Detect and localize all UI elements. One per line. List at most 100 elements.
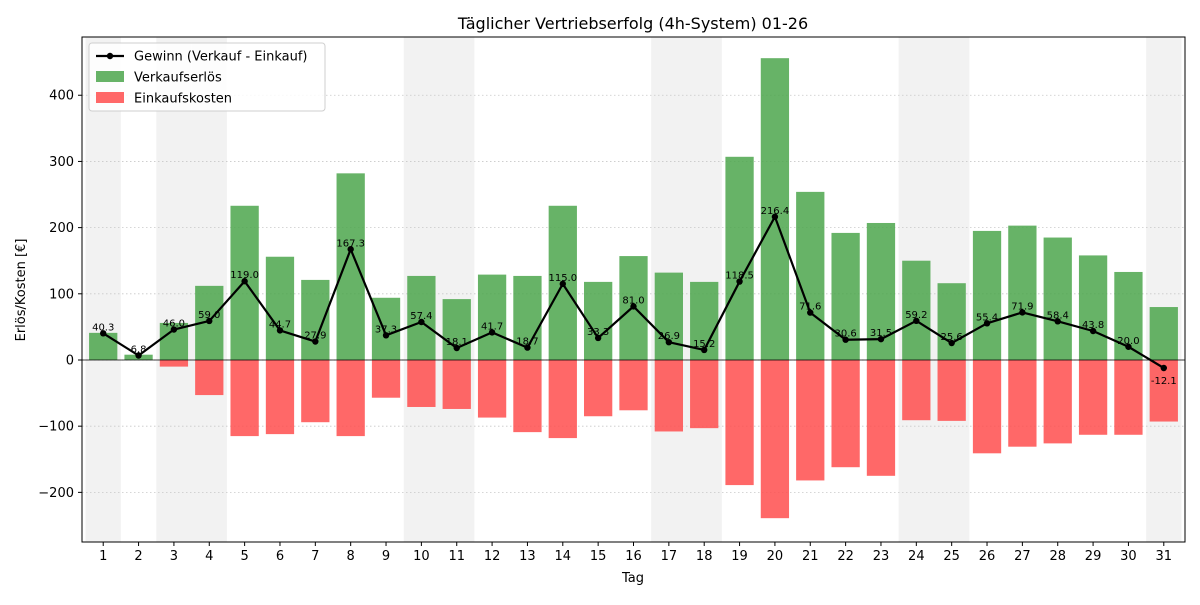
legend-label: Gewinn (Verkauf - Einkauf) bbox=[134, 50, 307, 65]
bars bbox=[89, 58, 1178, 519]
cost-bar bbox=[159, 359, 189, 367]
y-axis-label: Erlös/Kosten [€] bbox=[14, 239, 29, 342]
profit-label: 118.5 bbox=[725, 271, 754, 282]
x-tick-label: 17 bbox=[661, 549, 678, 564]
profit-label: -12.1 bbox=[1151, 376, 1177, 387]
profit-label: 119.0 bbox=[230, 270, 259, 281]
x-tick-label: 13 bbox=[519, 549, 536, 564]
revenue-bar bbox=[1078, 255, 1108, 360]
cost-bar bbox=[301, 359, 330, 423]
profit-point bbox=[453, 344, 460, 352]
cost-bar bbox=[937, 359, 966, 421]
y-tick-label: 100 bbox=[49, 287, 74, 302]
chart-title: Täglicher Vertriebserfolg (4h-System) 01… bbox=[457, 14, 808, 33]
cost-bar bbox=[1008, 359, 1037, 447]
revenue-bar bbox=[902, 260, 931, 360]
cost-bar bbox=[407, 359, 436, 407]
profit-point bbox=[488, 329, 496, 336]
legend-label: Einkaufskosten bbox=[134, 92, 232, 107]
x-tick-label: 24 bbox=[908, 549, 925, 564]
cost-bar bbox=[584, 359, 613, 417]
revenue-bar bbox=[477, 274, 507, 360]
revenue-bar bbox=[584, 281, 613, 360]
cost-bar bbox=[1078, 359, 1108, 435]
x-tick-label: 27 bbox=[1014, 549, 1031, 564]
profit-point bbox=[1089, 327, 1097, 335]
x-tick-label: 15 bbox=[590, 549, 607, 564]
x-tick-label: 31 bbox=[1156, 549, 1173, 564]
x-tick-label: 2 bbox=[134, 549, 142, 564]
x-tick-label: 22 bbox=[837, 549, 854, 564]
profit-label: 15.2 bbox=[693, 339, 715, 350]
x-tick-label: 7 bbox=[311, 549, 319, 564]
profit-label: 30.6 bbox=[834, 329, 856, 340]
profit-point bbox=[241, 278, 248, 285]
profit-label: 58.4 bbox=[1047, 310, 1069, 321]
revenue-bar bbox=[1008, 225, 1037, 360]
x-tick-label: 25 bbox=[943, 549, 960, 564]
x-tick-label: 30 bbox=[1120, 549, 1137, 564]
cost-bar bbox=[760, 359, 790, 519]
y-tick-label: 200 bbox=[49, 221, 74, 236]
profit-point bbox=[948, 339, 955, 347]
legend-label: Verkaufserlös bbox=[134, 71, 222, 86]
x-tick-label: 21 bbox=[802, 549, 819, 564]
profit-point bbox=[594, 334, 602, 342]
legend: Gewinn (Verkauf - Einkauf) Verkaufserlös E… bbox=[88, 42, 326, 112]
cost-bar bbox=[477, 359, 507, 418]
cost-bar bbox=[690, 359, 719, 429]
cost-bar bbox=[548, 359, 577, 439]
revenue-bar bbox=[336, 173, 365, 360]
x-tick-label: 5 bbox=[240, 549, 248, 564]
profit-labels: 40.3 6.8 46.0 59.0 119.0 44.7 27.9 167.3 37.3 57.… bbox=[92, 206, 1177, 387]
x-tick-label: 18 bbox=[696, 549, 713, 564]
x-axis-label: Tag bbox=[621, 571, 644, 586]
cost-bar bbox=[1114, 359, 1143, 435]
cost-bar bbox=[866, 359, 896, 476]
cost-bar bbox=[654, 359, 683, 432]
profit-point bbox=[877, 335, 885, 343]
profit-label: 81.0 bbox=[622, 295, 644, 306]
profit-point bbox=[135, 352, 142, 359]
x-tick-label: 23 bbox=[873, 549, 890, 564]
profit-label: 59.0 bbox=[198, 310, 220, 321]
cost-bar bbox=[796, 359, 825, 481]
profit-point bbox=[701, 346, 708, 354]
profit-point bbox=[630, 303, 637, 310]
shaded-day-3 bbox=[156, 37, 192, 542]
revenue-bar bbox=[725, 156, 754, 360]
profit-label: 59.2 bbox=[905, 310, 927, 321]
profit-label: 115.0 bbox=[548, 273, 577, 284]
revenue-bar bbox=[937, 283, 966, 360]
profit-point bbox=[983, 320, 991, 327]
cost-bar bbox=[442, 359, 471, 409]
cost-bar bbox=[265, 359, 295, 435]
revenue-bar bbox=[1149, 307, 1178, 360]
x-tick-label: 6 bbox=[276, 549, 284, 564]
profit-point bbox=[736, 278, 743, 285]
legend-box bbox=[88, 42, 326, 112]
profit-point bbox=[807, 309, 814, 316]
profit-point bbox=[312, 338, 319, 345]
profit-point bbox=[206, 317, 213, 325]
y-tick-label: 0 bbox=[66, 353, 74, 368]
x-tick-label: 29 bbox=[1085, 549, 1102, 564]
profit-point bbox=[842, 336, 849, 343]
profit-line bbox=[100, 213, 1167, 372]
x-tick-label: 10 bbox=[413, 549, 430, 564]
revenue-bar bbox=[301, 279, 330, 360]
y-tick-label: −200 bbox=[38, 486, 74, 501]
y-tick-label: 400 bbox=[49, 89, 74, 104]
profit-label: 46.0 bbox=[163, 319, 185, 330]
shaded-day-1 bbox=[85, 37, 121, 542]
cost-bar bbox=[513, 359, 542, 433]
profit-point bbox=[913, 317, 920, 325]
cost-bar bbox=[831, 359, 860, 468]
profit-label: 27.9 bbox=[304, 331, 326, 342]
x-tick-label: 28 bbox=[1049, 549, 1066, 564]
profit-label: 6.8 bbox=[131, 344, 147, 355]
cost-bar bbox=[195, 359, 224, 396]
